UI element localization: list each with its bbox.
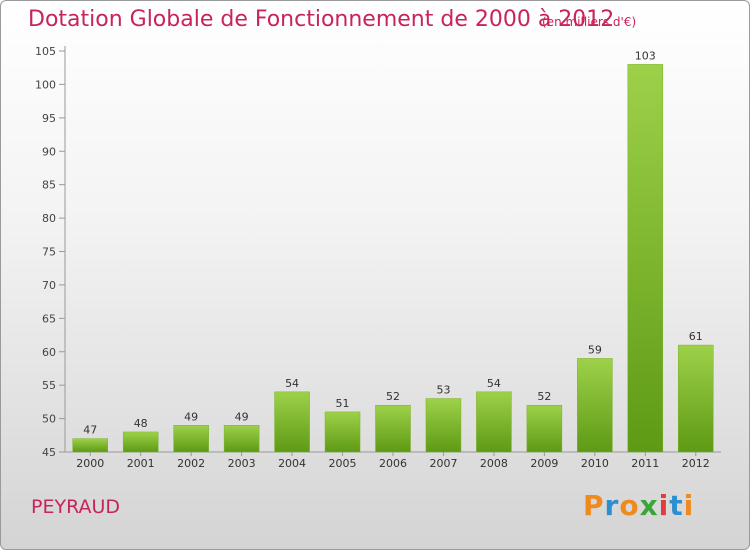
bar-value-label: 51 <box>336 397 350 410</box>
bar <box>274 391 310 453</box>
bar-value-label: 59 <box>588 343 602 356</box>
bar <box>425 398 462 453</box>
x-tick-label: 2002 <box>177 457 205 470</box>
brand-letter: i <box>683 489 695 522</box>
y-tick-label: 85 <box>42 179 56 192</box>
brand-letter: i <box>658 489 670 522</box>
bar-value-label: 49 <box>235 410 249 423</box>
bar-value-label: 54 <box>487 377 501 390</box>
x-tick-label: 2012 <box>682 457 710 470</box>
commune-name: PEYRAUD <box>31 496 121 518</box>
bar <box>324 411 361 453</box>
x-tick-label: 2007 <box>429 457 457 470</box>
bar <box>223 425 260 453</box>
brand-letter: o <box>619 489 640 522</box>
y-tick-label: 70 <box>42 279 56 292</box>
x-tick-label: 2003 <box>228 457 256 470</box>
proxiti-logo: Proxiti <box>583 489 694 522</box>
bar <box>375 404 411 453</box>
y-tick-label: 50 <box>42 413 56 426</box>
unit-note: (en milliers d'€) <box>542 15 637 29</box>
y-tick-label: 45 <box>42 446 56 459</box>
chart-title: Dotation Globale de Fonctionnement de 20… <box>28 7 615 32</box>
x-tick-label: 2011 <box>631 457 659 470</box>
x-tick-label: 2009 <box>530 457 558 470</box>
y-tick-label: 75 <box>42 246 56 259</box>
brand-letter: r <box>604 489 620 522</box>
y-tick-label: 105 <box>35 45 56 58</box>
brand-letter: P <box>583 489 605 522</box>
x-tick-label: 2010 <box>581 457 609 470</box>
bar-value-label: 52 <box>537 390 551 403</box>
bar <box>577 358 613 453</box>
x-tick-label: 2008 <box>480 457 508 470</box>
bar-value-label: 47 <box>83 424 97 437</box>
bar <box>122 431 159 453</box>
bar-value-label: 54 <box>285 377 299 390</box>
bar-value-label: 48 <box>134 417 148 430</box>
brand-letter: x <box>639 489 659 522</box>
bar <box>627 64 664 453</box>
y-tick-label: 90 <box>42 145 56 158</box>
brand-letter: t <box>669 489 684 522</box>
x-tick-label: 2006 <box>379 457 407 470</box>
x-tick-label: 2005 <box>329 457 357 470</box>
bar-value-label: 103 <box>635 49 656 62</box>
bar <box>72 438 108 453</box>
y-tick-label: 100 <box>35 78 56 91</box>
y-tick-label: 95 <box>42 112 56 125</box>
bar <box>476 391 512 453</box>
y-tick-label: 80 <box>42 212 56 225</box>
y-tick-label: 65 <box>42 312 56 325</box>
bar-value-label: 53 <box>436 384 450 397</box>
y-tick-label: 55 <box>42 379 56 392</box>
bar-value-label: 49 <box>184 410 198 423</box>
x-tick-label: 2001 <box>127 457 155 470</box>
bar <box>526 404 563 453</box>
bar-value-label: 52 <box>386 390 400 403</box>
bar <box>678 344 714 453</box>
x-tick-label: 2004 <box>278 457 306 470</box>
bar <box>173 425 209 453</box>
bar-value-label: 61 <box>689 330 703 343</box>
x-tick-label: 2000 <box>76 457 104 470</box>
y-tick-label: 60 <box>42 346 56 359</box>
